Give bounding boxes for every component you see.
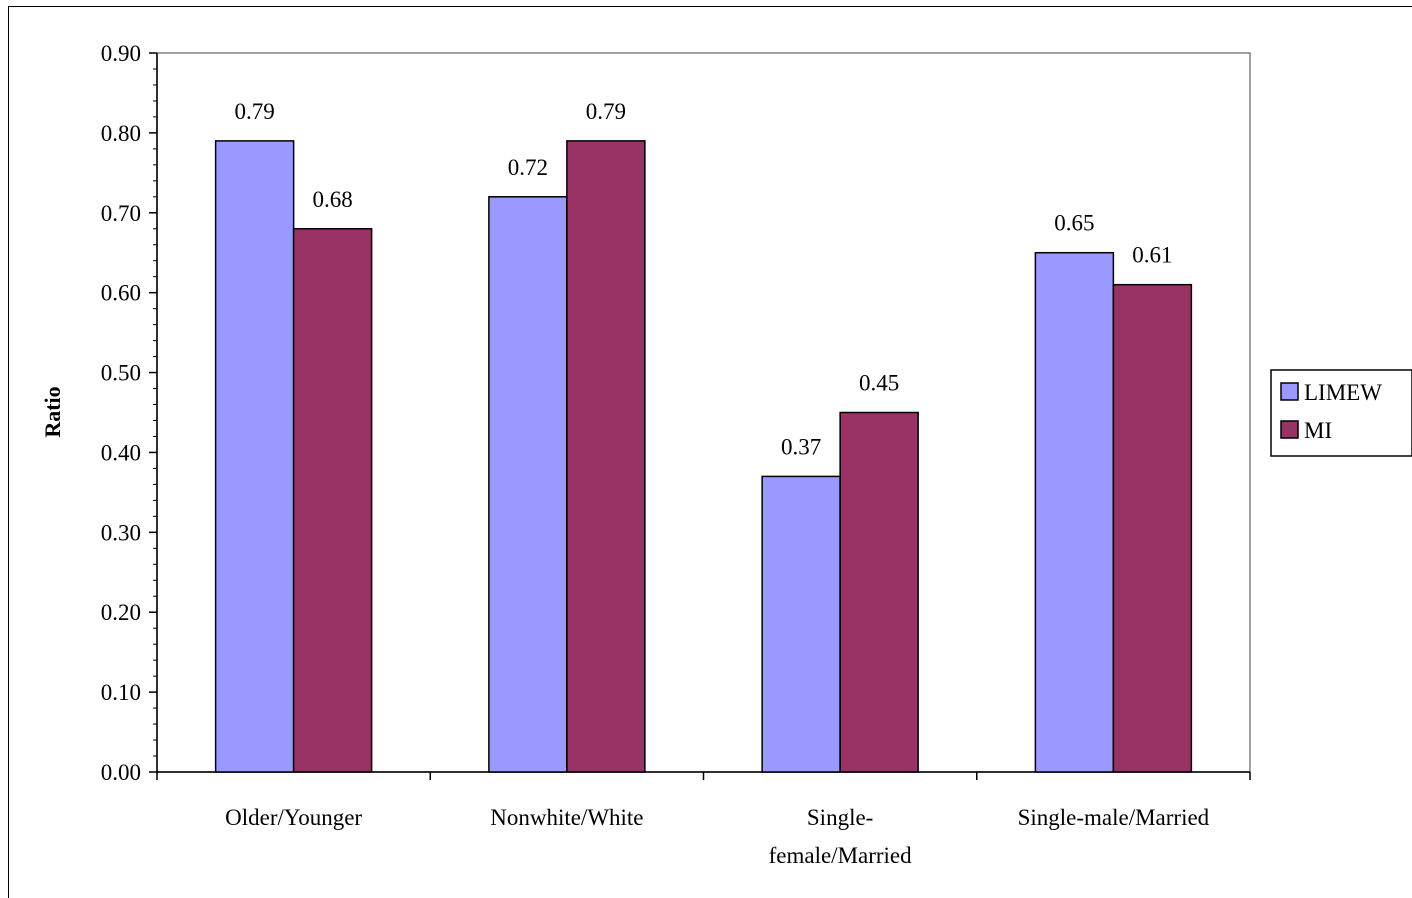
x-category-label: Nonwhite/White xyxy=(490,805,643,830)
data-label: 0.37 xyxy=(781,434,821,459)
bar-mi xyxy=(566,140,646,773)
bar-mi xyxy=(839,411,919,773)
data-label: 0.65 xyxy=(1054,211,1094,236)
y-tick-label: 0.00 xyxy=(101,760,141,785)
bar-mi xyxy=(1112,283,1193,773)
y-tick-label: 0.10 xyxy=(101,680,141,705)
y-tick-label: 0.70 xyxy=(101,201,141,226)
y-tick-label: 0.40 xyxy=(101,440,141,465)
x-category-label: female/Married xyxy=(769,843,913,868)
legend-label: MI xyxy=(1304,418,1332,443)
axes: 0.00 0.10 0.20 0.30 0.40 0.50 0.60 0.70 0.80 0.90… xyxy=(101,41,1251,868)
legend-label: LIMEW xyxy=(1304,380,1382,405)
x-category-label: Single-male/Married xyxy=(1018,805,1210,830)
bar-mi xyxy=(292,228,373,773)
data-label: 0.61 xyxy=(1132,243,1172,268)
y-axis-label: Ratio xyxy=(40,386,65,437)
y-tick-label: 0.20 xyxy=(101,600,141,625)
bar-limew xyxy=(761,475,841,773)
y-tick-label: 0.30 xyxy=(101,520,141,545)
data-label: 0.72 xyxy=(508,155,548,180)
bar-limew xyxy=(1034,251,1115,773)
bar-limew xyxy=(214,140,295,773)
x-category-label: Older/Younger xyxy=(225,805,362,830)
bars xyxy=(214,140,1193,773)
data-label: 0.79 xyxy=(586,99,626,124)
y-tick-label: 0.90 xyxy=(101,41,141,66)
y-tick-label: 0.80 xyxy=(101,121,141,146)
y-tick-label: 0.50 xyxy=(101,361,141,386)
data-label: 0.45 xyxy=(859,371,899,396)
legend: LIMEW MI xyxy=(1270,369,1412,457)
data-label: 0.68 xyxy=(313,187,353,212)
x-category-label: Single- xyxy=(807,805,873,830)
data-label: 0.79 xyxy=(235,99,275,124)
legend-swatch-mi xyxy=(1280,420,1299,439)
bar-limew xyxy=(488,196,568,773)
y-tick-label: 0.60 xyxy=(101,281,141,306)
data-labels: 0.79 0.72 0.37 0.65 0.68 0.79 0.45 0.61 xyxy=(235,99,1173,460)
legend-swatch-limew xyxy=(1280,382,1299,401)
